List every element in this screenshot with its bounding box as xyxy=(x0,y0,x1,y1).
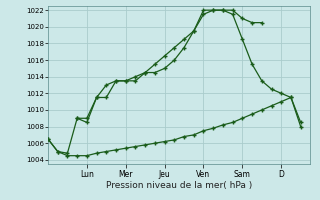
X-axis label: Pression niveau de la mer( hPa ): Pression niveau de la mer( hPa ) xyxy=(106,181,252,190)
